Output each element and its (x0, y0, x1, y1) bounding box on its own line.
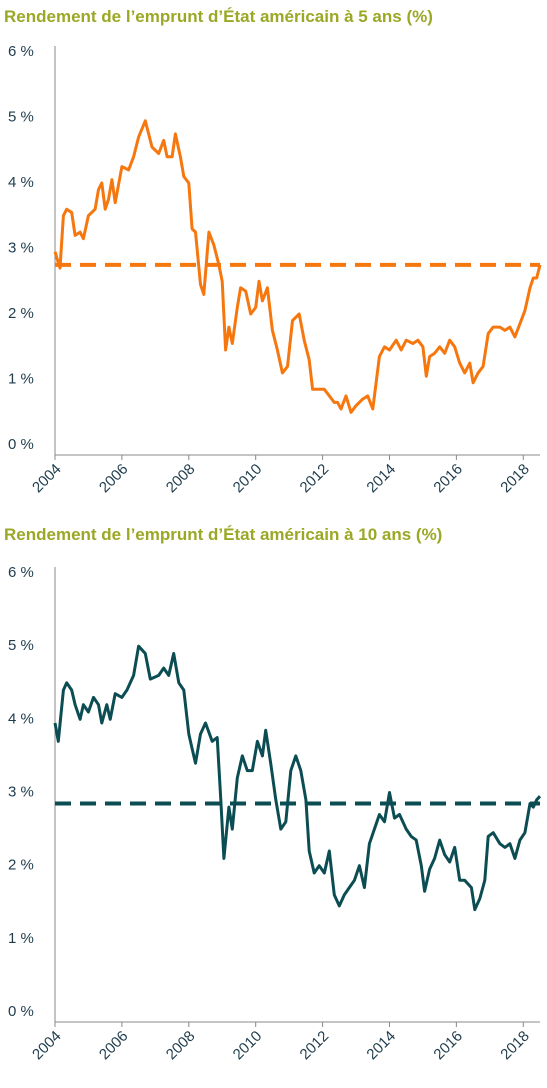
x-tick-label: 2012 (297, 1028, 333, 1064)
y-tick-label: 2 % (8, 305, 34, 322)
x-tick-label: 2004 (29, 461, 65, 497)
x-tick-label: 2018 (497, 461, 533, 497)
x-tick-label: 2010 (230, 1028, 266, 1064)
x-tick-label: 2008 (163, 1028, 199, 1064)
x-tick-label: 2004 (29, 1028, 65, 1064)
y-tick-label: 0 % (8, 436, 34, 453)
y-tick-label: 5 % (8, 637, 34, 654)
chart-title: Rendement de l’emprunt d’État américain … (4, 7, 433, 26)
x-tick-label: 2014 (363, 461, 399, 497)
x-tick-label: 2012 (297, 461, 333, 497)
line-series (53, 119, 542, 414)
x-tick-label: 2014 (363, 1028, 399, 1064)
x-tick-label: 2016 (430, 461, 466, 497)
x-tick-label: 2018 (497, 1028, 533, 1064)
x-tick-label: 2006 (96, 461, 132, 497)
x-tick-label: 2006 (96, 1028, 132, 1064)
y-tick-label: 2 % (8, 857, 34, 874)
x-tick-label: 2008 (163, 461, 199, 497)
line-series (53, 644, 542, 912)
chart-title: Rendement de l’emprunt d’État américain … (4, 525, 442, 544)
y-tick-label: 4 % (8, 710, 34, 727)
y-tick-label: 0 % (8, 1003, 34, 1020)
x-tick-label: 2016 (430, 1028, 466, 1064)
y-tick-label: 3 % (8, 239, 34, 256)
y-tick-label: 6 % (8, 564, 34, 581)
y-tick-label: 6 % (8, 43, 34, 60)
y-tick-label: 5 % (8, 108, 34, 125)
y-tick-label: 1 % (8, 930, 34, 947)
x-tick-label: 2010 (230, 461, 266, 497)
y-tick-label: 1 % (8, 370, 34, 387)
y-tick-label: 4 % (8, 174, 34, 191)
y-tick-label: 3 % (8, 783, 34, 800)
